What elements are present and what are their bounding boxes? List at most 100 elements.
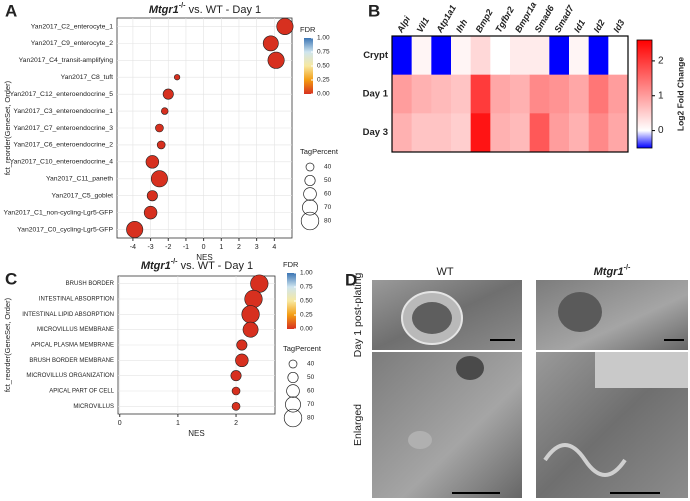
- heatmap-border: [391, 35, 629, 153]
- y-tick-label: Yan2017_C11_paneth: [46, 176, 113, 183]
- title: Mtgr1-/- vs. WT - Day 1: [149, 1, 261, 15]
- heatmap-cell: [490, 36, 511, 75]
- y-tick-label: APICAL PLASMA MEMBRANE: [31, 343, 114, 349]
- x-tick-label: -2: [165, 244, 171, 251]
- x-tick-label: 2: [234, 420, 238, 427]
- x-tick-label: 2: [237, 244, 241, 251]
- dot: [244, 289, 263, 309]
- y-tick-label: MICROVILLUS: [73, 404, 114, 410]
- x-axis-label: NES: [188, 429, 204, 438]
- colorbar-tick-label: 0.50: [317, 63, 330, 70]
- heatmap-cell: [529, 74, 550, 114]
- colorbar-tick-label: 0.00: [317, 91, 330, 98]
- title-gene: Mtgr1: [594, 266, 624, 278]
- colorbar-tick-label: 1.00: [317, 35, 330, 42]
- colorbar-tick-label: 0: [658, 125, 664, 136]
- x-tick-label: 3: [255, 244, 259, 251]
- heatmap-cell: [608, 36, 629, 75]
- dot: [126, 221, 144, 239]
- title-superscript: -/-: [624, 263, 631, 271]
- dot: [161, 107, 169, 115]
- dot: [276, 17, 294, 35]
- dot: [150, 170, 168, 188]
- column-label: Alpi: [394, 14, 412, 35]
- heatmap-cell: [451, 74, 471, 114]
- panel-label: C: [5, 269, 17, 288]
- heatmap-cell: [431, 113, 452, 153]
- y-tick-label: MICROVILLUS MEMBRANE: [37, 327, 114, 333]
- legend-circle: [302, 199, 318, 216]
- heatmap-cell: [470, 36, 491, 75]
- legend-label: 60: [324, 191, 332, 198]
- row-label: Day 1: [363, 89, 389, 100]
- heatmap-cell: [490, 113, 511, 153]
- em-vesicle: [408, 431, 432, 449]
- y-tick-label: BRUSH BORDER MEMBRANE: [29, 358, 114, 364]
- em-granule: [456, 356, 484, 380]
- heatmap-cell: [451, 113, 471, 153]
- heatmap-cell: [510, 36, 530, 75]
- dot: [250, 274, 269, 293]
- legend-circle: [300, 211, 320, 231]
- dot: [241, 305, 260, 324]
- colorbar-label: Log2 Fold Change: [675, 57, 685, 131]
- y-tick-label: Yan2017_C10_enteroendocrine_4: [10, 159, 114, 166]
- legend-circle: [288, 359, 298, 369]
- column-label: Bmp2: [474, 8, 495, 35]
- y-tick-label: Yan2017_C7_enteroendocrine_3: [13, 125, 113, 132]
- y-axis-label: fct_reorder(GeneSet, Order): [3, 297, 12, 392]
- colorbar-tick-label: 1.00: [300, 270, 313, 277]
- heatmap-cell: [529, 36, 550, 75]
- heatmap-cell: [608, 113, 629, 153]
- legend-label: 40: [324, 164, 332, 171]
- x-tick-label: -1: [183, 244, 189, 251]
- em-nucleus: [558, 292, 602, 332]
- y-tick-label: APICAL PART OF CELL: [49, 389, 114, 395]
- heatmap-cell: [431, 36, 452, 75]
- dot: [231, 386, 241, 396]
- title-rest: vs. WT - Day 1: [186, 4, 262, 16]
- heatmap-cell: [392, 36, 412, 75]
- colorbar-tick-label: 0.75: [300, 284, 313, 291]
- y-tick-label: Yan2017_C4_transit-amplifying: [19, 57, 114, 64]
- panel-label: B: [368, 1, 380, 20]
- heatmap-cell: [588, 113, 609, 153]
- colorbar-tick-label: 0.25: [317, 77, 330, 84]
- x-tick-label: -4: [130, 244, 136, 251]
- heatmap-cell: [490, 74, 511, 114]
- y-tick-label: MICROVILLUS ORGANIZATION: [26, 373, 114, 379]
- colorbar-tick-label: 0.75: [317, 49, 330, 56]
- heatmap-cell: [411, 113, 432, 153]
- panel-label: A: [5, 1, 17, 20]
- dot: [155, 123, 164, 133]
- heatmap-cell: [451, 36, 471, 75]
- heatmap-cell: [549, 74, 570, 114]
- column-label: Id3: [611, 18, 626, 34]
- colorbar: [636, 39, 653, 149]
- legend-circle: [287, 371, 299, 384]
- y-tick-label: Yan2017_C2_enterocyte_1: [31, 23, 113, 30]
- dot: [231, 402, 241, 411]
- row-title: Enlarged: [352, 404, 364, 446]
- column-label: Vil1: [415, 16, 432, 35]
- em-organelle: [543, 443, 627, 477]
- em-nucleus: [412, 302, 452, 334]
- heatmap-cell: [470, 113, 491, 153]
- dot: [156, 140, 166, 150]
- dot: [162, 88, 174, 100]
- colorbar-tick-label: 1: [658, 90, 664, 101]
- column-title: WT: [436, 266, 453, 278]
- panel-label: D: [345, 270, 357, 289]
- legend-label: 50: [307, 374, 315, 381]
- micrographs: [372, 280, 688, 498]
- title-rest: vs. WT - Day 1: [178, 260, 254, 272]
- y-tick-label: Yan2017_C12_enteroendocrine_5: [10, 91, 114, 98]
- x-tick-label: 1: [176, 420, 180, 427]
- heatmap-cell: [392, 113, 412, 153]
- heatmap-cell: [411, 74, 432, 114]
- legend-circle: [285, 396, 301, 413]
- dot: [242, 321, 259, 338]
- colorbar-tick-label: 0.00: [300, 326, 313, 333]
- heatmap-cell: [569, 113, 589, 153]
- legend-circle: [286, 384, 300, 398]
